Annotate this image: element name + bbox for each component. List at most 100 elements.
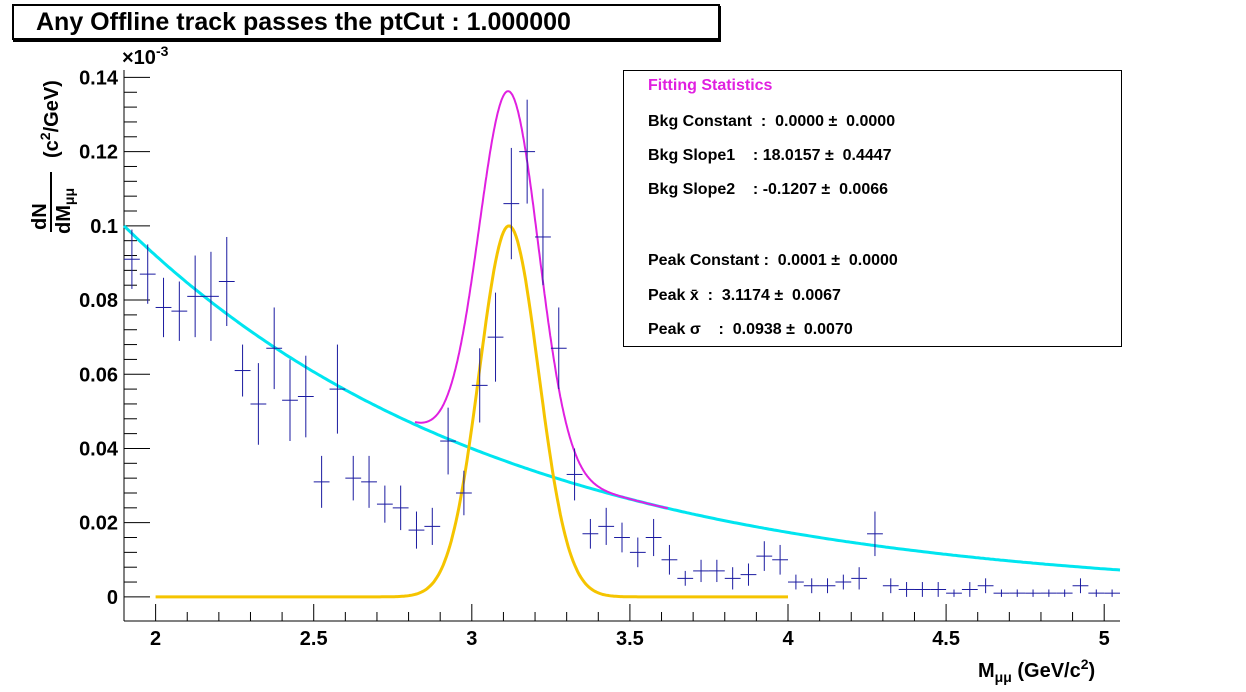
fit-curves xyxy=(122,90,1121,599)
peak-fit-curve xyxy=(155,224,788,599)
y-tick-label: 0.14 xyxy=(79,67,119,89)
data-point xyxy=(361,455,377,508)
stat-peak-mean: Peak x̄ : 3.1174 ± 0.0067 xyxy=(648,287,841,304)
y-axis-label: dN dMμμ (c2/GeV) xyxy=(29,80,77,234)
data-point xyxy=(550,307,567,390)
data-point xyxy=(724,567,741,590)
data-point xyxy=(819,578,836,594)
data-point xyxy=(898,582,915,597)
data-point xyxy=(155,277,172,338)
data-point xyxy=(946,589,962,597)
data-point xyxy=(297,355,314,438)
data-point xyxy=(803,578,820,594)
data-point xyxy=(503,147,520,260)
y-label-dn: dN xyxy=(29,203,51,230)
data-point xyxy=(740,563,757,586)
svg-text:dN: dN xyxy=(29,203,51,230)
data-point xyxy=(835,574,852,590)
data-point xyxy=(756,541,773,571)
data-point xyxy=(914,582,931,597)
data-point xyxy=(519,99,536,204)
data-point xyxy=(487,292,504,382)
y-tick-label: 0.08 xyxy=(79,290,118,312)
data-point xyxy=(661,544,678,575)
stat-bkg-constant: Bkg Constant : 0.0000 ± 0.0000 xyxy=(648,113,896,130)
x-tick-label: 3 xyxy=(466,628,477,650)
x-tick-label: 3.5 xyxy=(616,628,644,650)
chart-title: Any Offline track passes the ptCut : 1.0… xyxy=(12,4,720,40)
data-point xyxy=(977,578,994,594)
x-axis: 2 2.5 3 3.5 4 4.5 5 xyxy=(123,604,1110,650)
data-point xyxy=(313,455,330,508)
data-point xyxy=(250,363,267,445)
data-point xyxy=(930,582,947,597)
data-point xyxy=(614,522,630,553)
y-tick-label: 0.06 xyxy=(79,364,118,386)
data-point xyxy=(1040,589,1057,597)
data-point xyxy=(788,574,804,590)
x-tick-label: 5 xyxy=(1099,628,1110,650)
y-exponent-label: ×10-3 xyxy=(122,43,169,69)
data-point xyxy=(582,518,599,549)
stat-peak-constant: Peak Constant : 0.0001 ± 0.0000 xyxy=(648,252,898,269)
y-tick-label: 0.1 xyxy=(90,216,118,238)
data-point xyxy=(234,344,251,397)
data-point xyxy=(376,485,393,523)
y-label-dm: dM xyxy=(53,205,75,234)
data-points xyxy=(124,99,1120,597)
y-tick-label: 0 xyxy=(107,587,118,609)
data-point xyxy=(598,507,615,545)
x-tick-label: 4.5 xyxy=(932,628,960,650)
data-point xyxy=(867,511,883,557)
y-tick-label: 0.02 xyxy=(79,513,118,535)
data-point xyxy=(1009,589,1026,597)
data-point xyxy=(139,244,156,304)
data-point xyxy=(993,589,1010,597)
svg-text:dMμμ: dMμμ xyxy=(53,188,77,234)
y-label-mumu-sub: μμ xyxy=(61,188,77,205)
data-point xyxy=(629,537,646,568)
data-point xyxy=(693,559,709,583)
data-point xyxy=(408,511,425,549)
data-point xyxy=(282,359,298,442)
data-point xyxy=(456,470,472,516)
y-tick-label: 0.12 xyxy=(79,142,118,164)
data-point xyxy=(961,582,978,597)
x-tick-label: 4 xyxy=(782,628,794,650)
data-point xyxy=(124,229,140,289)
y-label-units: (c2/GeV) xyxy=(37,80,63,158)
data-point xyxy=(566,448,583,501)
data-point xyxy=(171,281,188,341)
stat-peak-sigma: Peak σ : 0.0938 ± 0.0070 xyxy=(648,321,853,338)
data-point xyxy=(1072,578,1089,594)
fit-stats-header: Fitting Statistics xyxy=(648,77,773,94)
data-point xyxy=(187,255,204,338)
data-point xyxy=(203,251,219,341)
data-point xyxy=(535,188,551,286)
stat-bkg-slope2: Bkg Slope2 : -0.1207 ± 0.0066 xyxy=(648,181,889,198)
data-point xyxy=(1104,589,1120,597)
data-point xyxy=(645,518,662,557)
data-point xyxy=(1056,589,1073,597)
x-tick-label: 2 xyxy=(150,628,161,650)
x-tick-label: 2.5 xyxy=(300,628,328,650)
data-point xyxy=(882,578,899,594)
y-exponent-power: -3 xyxy=(156,43,169,59)
data-point xyxy=(851,567,868,590)
data-point xyxy=(345,455,362,501)
total-fit-curve xyxy=(414,90,669,510)
y-axis: 0 0.02 0.04 0.06 0.08 0.1 0.12 0.14 xyxy=(79,67,150,609)
data-point xyxy=(440,407,456,475)
x-axis-label: Mμμ (GeV/c2) xyxy=(978,656,1095,685)
data-point xyxy=(1088,589,1105,597)
data-point xyxy=(392,485,409,531)
data-point xyxy=(218,236,235,327)
fit-stats-box: Fitting Statistics Bkg Constant : 0.0000… xyxy=(623,70,1122,347)
data-point xyxy=(772,544,788,575)
data-point xyxy=(266,307,283,390)
data-point xyxy=(708,559,725,583)
data-point xyxy=(677,570,694,586)
stat-bkg-slope1: Bkg Slope1 : 18.0157 ± 0.4447 xyxy=(648,147,892,164)
y-tick-label: 0.04 xyxy=(79,438,119,460)
